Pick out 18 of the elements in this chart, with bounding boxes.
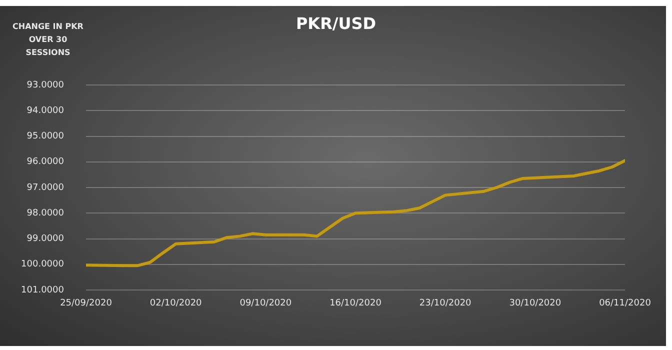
- x-tick-label: 02/10/2020: [150, 298, 202, 309]
- x-tick-label: 25/09/2020: [60, 298, 112, 309]
- chart-title: PKR/USD: [296, 14, 376, 33]
- y-tick-label: 98.0000: [26, 208, 64, 218]
- y-tick-label: 96.0000: [26, 157, 64, 168]
- y-tick-label: 95.0000: [26, 132, 64, 142]
- x-tick-label: 16/10/2020: [330, 298, 382, 309]
- x-tick-label: 30/10/2020: [509, 298, 562, 309]
- y-tick-label: 99.0000: [26, 234, 64, 244]
- y-tick-label: 97.0000: [26, 182, 64, 193]
- x-tick-label: 09/10/2020: [240, 298, 292, 309]
- y-axis-title: CHANGE IN PKR OVER 30 SESSIONS: [12, 21, 84, 59]
- y-tick-label: 94.0000: [26, 106, 64, 116]
- y-tick-label: 93.0000: [26, 80, 64, 90]
- x-tick-label: 06/11/2020: [599, 298, 652, 309]
- x-tick-label: 23/10/2020: [419, 298, 472, 309]
- y-tick-label: 100.0000: [21, 260, 64, 270]
- y-tick-label: 101.0000: [21, 285, 64, 296]
